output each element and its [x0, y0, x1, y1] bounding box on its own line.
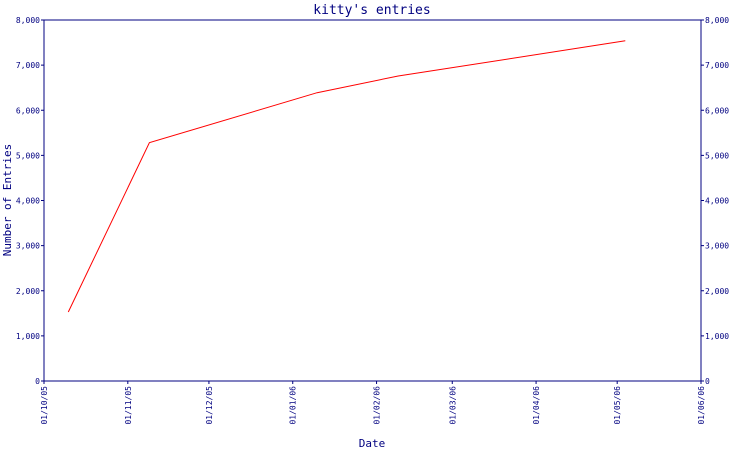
- y-tick-label-left: 7,000: [16, 61, 40, 70]
- y-tick-label-left: 0: [35, 377, 40, 386]
- y-tick-label-left: 8,000: [16, 16, 40, 25]
- x-tick-label: 01/05/06: [613, 386, 622, 425]
- y-tick-label-right: 1,000: [705, 332, 729, 341]
- y-tick-label-left: 2,000: [16, 287, 40, 296]
- series-line: [67, 40, 626, 313]
- y-tick-label-left: 3,000: [16, 242, 40, 251]
- y-axis-label: Number of Entries: [1, 144, 14, 257]
- x-tick-label: 01/10/05: [40, 386, 49, 425]
- y-tick-label-right: 5,000: [705, 151, 729, 160]
- x-tick-label: 01/11/05: [124, 386, 133, 425]
- x-tick-label: 01/06/06: [697, 386, 706, 425]
- y-tick-label-right: 7,000: [705, 61, 729, 70]
- x-tick-label: 01/04/06: [532, 386, 541, 425]
- x-axis-label: Date: [359, 437, 386, 450]
- y-tick-label-right: 8,000: [705, 16, 729, 25]
- y-tick-label-right: 2,000: [705, 287, 729, 296]
- y-tick-label-right: 3,000: [705, 242, 729, 251]
- x-tick-label: 01/12/05: [205, 386, 214, 425]
- y-tick-label-right: 4,000: [705, 197, 729, 206]
- y-tick-label-left: 6,000: [16, 106, 40, 115]
- y-tick-label-right: 0: [705, 377, 710, 386]
- x-tick-label: 01/02/06: [373, 386, 382, 425]
- x-tick-label: 01/03/06: [448, 386, 457, 425]
- plot-frame: [43, 19, 702, 382]
- y-tick-label-left: 4,000: [16, 197, 40, 206]
- plot-area: 0 0 1,000 1,000 2,000 2,000 3,000 3,000 4,000 4,0…: [16, 16, 729, 425]
- y-tick-label-right: 6,000: [705, 106, 729, 115]
- x-tick-label: 01/01/06: [289, 386, 298, 425]
- chart-title: kitty's entries: [313, 3, 430, 18]
- y-tick-label-left: 1,000: [16, 332, 40, 341]
- y-tick-label-left: 5,000: [16, 151, 40, 160]
